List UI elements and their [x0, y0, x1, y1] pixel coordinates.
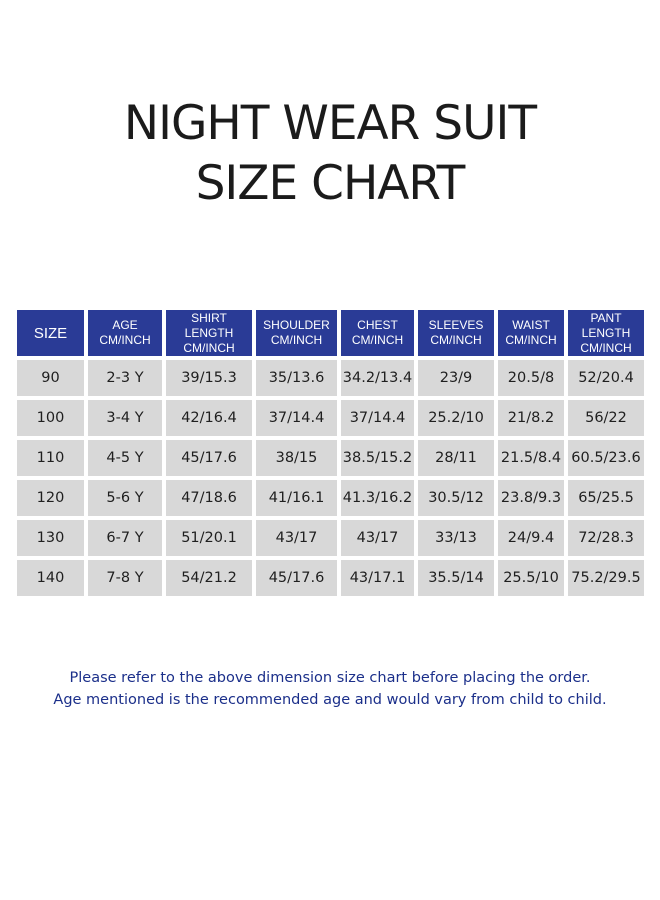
header-size-label: SIZE [33, 324, 68, 342]
cell-pant-length: 65/25.5 [568, 480, 644, 516]
header-size: SIZE [17, 310, 84, 356]
header-waist: WAIST CM/INCH [498, 310, 564, 356]
cell-sleeves: 25.2/10 [418, 400, 494, 436]
header-pant-length-unit: CM/INCH [580, 340, 632, 355]
cell-shoulder: 35/13.6 [256, 360, 337, 396]
cell-age: 4-5 Y [88, 440, 162, 476]
header-pant-length: PANT LENGTH CM/INCH [568, 310, 644, 356]
cell-age: 7-8 Y [88, 560, 162, 596]
cell-waist: 23.8/9.3 [498, 480, 564, 516]
cell-pant-length: 56/22 [568, 400, 644, 436]
cell-age: 6-7 Y [88, 520, 162, 556]
cell-size: 140 [17, 560, 84, 596]
table-row: 130 6-7 Y 51/20.1 43/17 43/17 33/13 24/9… [17, 520, 644, 556]
cell-waist: 21.5/8.4 [498, 440, 564, 476]
header-row: SIZE AGE CM/INCH SHIRT LENGTH CM/INCH SH… [17, 310, 644, 356]
cell-sleeves: 35.5/14 [418, 560, 494, 596]
table-row: 100 3-4 Y 42/16.4 37/14.4 37/14.4 25.2/1… [17, 400, 644, 436]
header-sleeves: SLEEVES CM/INCH [418, 310, 494, 356]
cell-chest: 41.3/16.2 [341, 480, 414, 516]
cell-size: 120 [17, 480, 84, 516]
cell-size: 110 [17, 440, 84, 476]
cell-pant-length: 60.5/23.6 [568, 440, 644, 476]
cell-shoulder: 43/17 [256, 520, 337, 556]
cell-age: 2-3 Y [88, 360, 162, 396]
cell-shoulder: 45/17.6 [256, 560, 337, 596]
header-chest-unit: CM/INCH [351, 333, 404, 347]
cell-sleeves: 30.5/12 [418, 480, 494, 516]
header-sleeves-label: SLEEVES [428, 318, 484, 332]
header-shoulder-label: SHOULDER [263, 318, 330, 332]
cell-shirt-length: 39/15.3 [166, 360, 252, 396]
page-title-line-1: NIGHT WEAR SUIT [123, 96, 537, 151]
cell-shirt-length: 45/17.6 [166, 440, 252, 476]
cell-chest: 37/14.4 [341, 400, 414, 436]
header-shirt-length-unit: CM/INCH [183, 340, 235, 355]
cell-shoulder: 41/16.1 [256, 480, 337, 516]
cell-chest: 38.5/15.2 [341, 440, 414, 476]
header-shoulder-unit: CM/INCH [270, 333, 323, 347]
table-row: 140 7-8 Y 54/21.2 45/17.6 43/17.1 35.5/1… [17, 560, 644, 596]
cell-sleeves: 28/11 [418, 440, 494, 476]
table-row: 120 5-6 Y 47/18.6 41/16.1 41.3/16.2 30.5… [17, 480, 644, 516]
header-age: AGE CM/INCH [88, 310, 162, 356]
cell-shirt-length: 42/16.4 [166, 400, 252, 436]
cell-waist: 21/8.2 [498, 400, 564, 436]
cell-chest: 43/17 [341, 520, 414, 556]
header-chest-label: CHEST [357, 318, 398, 332]
cell-waist: 25.5/10 [498, 560, 564, 596]
cell-waist: 24/9.4 [498, 520, 564, 556]
header-age-label: AGE [112, 318, 138, 332]
cell-age: 3-4 Y [88, 400, 162, 436]
cell-shirt-length: 54/21.2 [166, 560, 252, 596]
cell-shirt-length: 51/20.1 [166, 520, 252, 556]
header-waist-unit: CM/INCH [505, 333, 557, 347]
cell-sleeves: 33/13 [418, 520, 494, 556]
table-header: SIZE AGE CM/INCH SHIRT LENGTH CM/INCH SH… [17, 310, 644, 356]
header-age-unit: CM/INCH [99, 333, 151, 347]
header-waist-label: WAIST [512, 318, 550, 332]
cell-pant-length: 52/20.4 [568, 360, 644, 396]
cell-size: 90 [17, 360, 84, 396]
header-chest: CHEST CM/INCH [341, 310, 414, 356]
page-title-line-2: SIZE CHART [195, 156, 466, 211]
header-shirt-length: SHIRT LENGTH CM/INCH [166, 310, 252, 356]
header-pant-length-label: PANT LENGTH [581, 310, 631, 340]
cell-chest: 43/17.1 [341, 560, 414, 596]
cell-pant-length: 75.2/29.5 [568, 560, 644, 596]
header-sleeves-unit: CM/INCH [430, 333, 482, 347]
cell-chest: 34.2/13.4 [341, 360, 414, 396]
cell-pant-length: 72/28.3 [568, 520, 644, 556]
cell-shoulder: 38/15 [256, 440, 337, 476]
table-body: 90 2-3 Y 39/15.3 35/13.6 34.2/13.4 23/9 … [17, 360, 644, 596]
footer-note-line-2: Age mentioned is the recommended age and… [53, 692, 607, 708]
cell-size: 100 [17, 400, 84, 436]
table-row: 110 4-5 Y 45/17.6 38/15 38.5/15.2 28/11 … [17, 440, 644, 476]
cell-shirt-length: 47/18.6 [166, 480, 252, 516]
cell-age: 5-6 Y [88, 480, 162, 516]
cell-shoulder: 37/14.4 [256, 400, 337, 436]
footer-note-line-1: Please refer to the above dimension size… [69, 670, 591, 686]
table-row: 90 2-3 Y 39/15.3 35/13.6 34.2/13.4 23/9 … [17, 360, 644, 396]
cell-waist: 20.5/8 [498, 360, 564, 396]
cell-sleeves: 23/9 [418, 360, 494, 396]
cell-size: 130 [17, 520, 84, 556]
header-shirt-length-label: SHIRT LENGTH [184, 310, 234, 340]
header-shoulder: SHOULDER CM/INCH [256, 310, 337, 356]
size-chart-table: SIZE AGE CM/INCH SHIRT LENGTH CM/INCH SH… [13, 306, 648, 600]
